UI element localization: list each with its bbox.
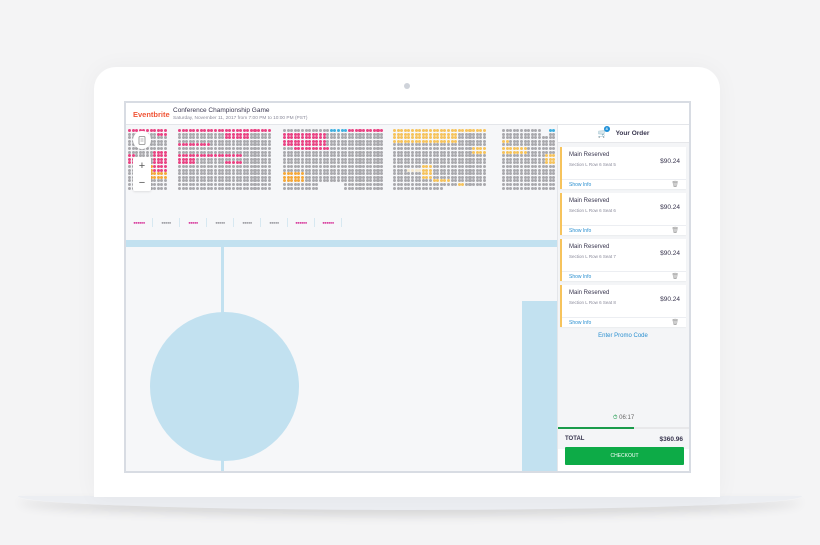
mini-section[interactable]: ●●●●●● bbox=[315, 218, 342, 227]
show-info-link[interactable]: Show Info bbox=[569, 182, 592, 188]
total-label: TOTAL bbox=[565, 436, 585, 442]
ticket-icon bbox=[138, 135, 146, 145]
ticket-location: Section L Row 6 Seat 8 bbox=[569, 300, 616, 305]
ticket-item: Main Reserved Section L Row 6 Seat 8 $90… bbox=[560, 285, 686, 327]
trash-icon[interactable]: 🗑 bbox=[671, 182, 679, 188]
ticket-name: Main Reserved bbox=[569, 244, 610, 250]
ticket-price: $90.24 bbox=[660, 158, 680, 165]
mini-section[interactable]: ●●●●● bbox=[261, 218, 288, 227]
mini-section[interactable]: ●●●●● bbox=[234, 218, 261, 227]
seat-map[interactable]: + − ●●●●●● ●●●●● ●●●●● ●●●●● ●●●●● ●●●●●… bbox=[126, 125, 557, 471]
seat-section[interactable] bbox=[283, 129, 384, 190]
mini-section[interactable]: ●●●●● bbox=[153, 218, 180, 227]
ticket-item: Main Reserved Section L Row 6 Seat 5 $90… bbox=[560, 147, 686, 189]
ticket-price: $90.24 bbox=[660, 296, 680, 303]
zoom-in-button[interactable]: + bbox=[138, 159, 146, 172]
brand-logo[interactable]: Eventbrite bbox=[133, 110, 170, 119]
seat-section[interactable] bbox=[178, 129, 271, 190]
tablet-frame: Eventbrite Conference Championship Game … bbox=[94, 67, 720, 497]
ticket-list: Main Reserved Section L Row 6 Seat 5 $90… bbox=[558, 143, 689, 449]
timer-icon: ⏱ bbox=[612, 415, 618, 421]
ticket-location: Section L Row 6 Seat 5 bbox=[569, 162, 616, 167]
order-sidebar: 🛒 4 Your Order Main Reserved Section L Ro… bbox=[557, 125, 689, 471]
show-info-link[interactable]: Show Info bbox=[569, 228, 592, 234]
promo-code-link[interactable]: Enter Promo Code bbox=[598, 333, 648, 339]
stage-circle bbox=[150, 312, 299, 461]
device-base bbox=[18, 496, 802, 510]
stage-block bbox=[522, 301, 557, 471]
mini-section[interactable]: ●●●●●● bbox=[288, 218, 315, 227]
ticket-name: Main Reserved bbox=[569, 152, 610, 158]
ticket-item: Main Reserved Section L Row 6 Seat 6 $90… bbox=[560, 193, 686, 235]
event-header: Eventbrite Conference Championship Game … bbox=[126, 103, 689, 125]
event-title: Conference Championship Game bbox=[173, 107, 270, 114]
ticket-location: Section L Row 6 Seat 7 bbox=[569, 254, 616, 259]
zoom-controls: + − bbox=[133, 157, 151, 191]
cart-count-badge: 4 bbox=[603, 126, 610, 132]
timer-progress bbox=[558, 427, 689, 429]
mini-section[interactable]: ●●●●● bbox=[180, 218, 207, 227]
order-header: 🛒 4 Your Order bbox=[558, 125, 689, 143]
ticket-name: Main Reserved bbox=[569, 290, 610, 296]
checkout-button[interactable]: CHECKOUT bbox=[565, 447, 684, 465]
mini-section[interactable]: ●●●●● bbox=[207, 218, 234, 227]
mini-section[interactable]: ●●●●●● bbox=[126, 218, 153, 227]
screen: Eventbrite Conference Championship Game … bbox=[124, 101, 691, 473]
zoom-out-button[interactable]: − bbox=[138, 176, 146, 189]
trash-icon[interactable]: 🗑 bbox=[671, 320, 679, 326]
trash-icon[interactable]: 🗑 bbox=[671, 274, 679, 280]
mini-sections-row: ●●●●●● ●●●●● ●●●●● ●●●●● ●●●●● ●●●●● ●●●… bbox=[126, 218, 342, 227]
event-date: Saturday, November 11, 2017 from 7:00 PM… bbox=[173, 116, 308, 121]
order-title: Your Order bbox=[615, 130, 650, 137]
ticket-item: Main Reserved Section L Row 6 Seat 7 $90… bbox=[560, 239, 686, 281]
ticket-view-button[interactable] bbox=[133, 131, 151, 149]
cart-icon: 🛒 4 bbox=[597, 126, 610, 138]
ticket-price: $90.24 bbox=[660, 204, 680, 211]
seat-section[interactable] bbox=[502, 129, 556, 190]
field-band bbox=[126, 240, 557, 247]
trash-icon[interactable]: 🗑 bbox=[671, 228, 679, 234]
ticket-name: Main Reserved bbox=[569, 198, 610, 204]
show-info-link[interactable]: Show Info bbox=[569, 320, 592, 326]
show-info-link[interactable]: Show Info bbox=[569, 274, 592, 280]
total-value: $360.96 bbox=[659, 436, 684, 443]
seat-section[interactable] bbox=[393, 129, 486, 190]
ticket-price: $90.24 bbox=[660, 250, 680, 257]
ticket-location: Section L Row 6 Seat 6 bbox=[569, 208, 616, 213]
countdown-timer: ⏱ 06:17 bbox=[612, 415, 635, 421]
camera-dot bbox=[404, 83, 410, 89]
